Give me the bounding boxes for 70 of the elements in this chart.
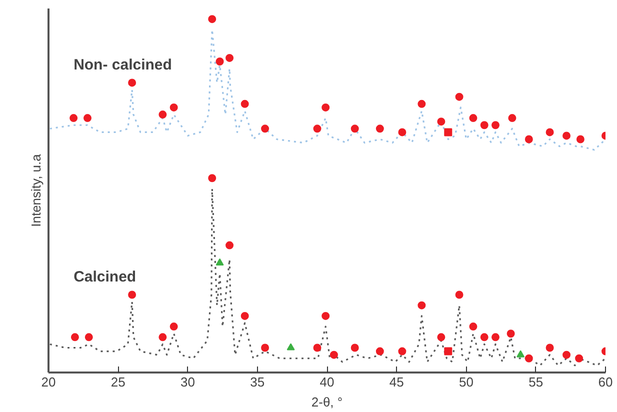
point	[70, 333, 79, 342]
point	[313, 344, 322, 352]
point	[286, 343, 295, 350]
point	[128, 78, 136, 87]
point	[240, 312, 249, 320]
point	[469, 322, 478, 331]
point	[216, 58, 224, 66]
series-label: Calcined	[74, 268, 136, 286]
x-tick-label: 30	[180, 374, 195, 390]
x-tick-label: 60	[598, 374, 613, 390]
x-tick-label: 55	[528, 374, 544, 390]
point	[480, 121, 488, 130]
point	[491, 333, 500, 342]
point	[70, 114, 78, 122]
point	[437, 118, 446, 126]
point	[508, 114, 516, 122]
point	[226, 54, 234, 62]
series-label: Non- calcined	[74, 56, 172, 74]
point	[261, 344, 270, 352]
point	[83, 114, 92, 122]
y-axis-title: Intensity, u.a	[28, 153, 44, 227]
point	[84, 333, 93, 342]
point	[576, 135, 584, 144]
x-tick-label: 50	[459, 374, 474, 390]
point	[524, 354, 533, 362]
point	[480, 333, 488, 342]
point	[330, 350, 338, 359]
point	[350, 124, 359, 133]
point	[158, 110, 167, 119]
point	[128, 290, 136, 299]
point	[398, 347, 406, 356]
point	[261, 124, 270, 133]
x-tick-label: 45	[389, 374, 404, 390]
point	[208, 174, 216, 182]
point	[170, 103, 178, 112]
x-axis-title: 2-θ, °	[311, 394, 343, 410]
point	[491, 121, 500, 130]
point	[226, 241, 234, 250]
x-tick-label: 25	[110, 374, 126, 390]
point	[444, 128, 452, 136]
point	[170, 322, 178, 331]
point	[376, 347, 384, 356]
point	[575, 354, 584, 362]
point	[376, 124, 384, 133]
point	[418, 100, 426, 108]
point	[322, 312, 330, 320]
point	[546, 344, 554, 352]
point	[455, 92, 464, 101]
point	[516, 350, 525, 358]
x-tick-label: 20	[41, 374, 56, 390]
point	[322, 103, 330, 112]
point	[455, 290, 464, 299]
point	[418, 301, 426, 310]
point	[398, 128, 406, 136]
point	[524, 135, 533, 144]
point	[208, 15, 216, 24]
point	[350, 344, 359, 352]
point	[546, 128, 554, 136]
point	[444, 347, 452, 356]
point	[562, 132, 571, 140]
point	[158, 333, 167, 342]
point	[313, 124, 322, 133]
x-tick-label: 35	[250, 374, 265, 390]
point	[240, 100, 249, 108]
point	[506, 330, 515, 338]
x-tick-label: 40	[320, 374, 334, 390]
point	[562, 350, 571, 359]
point	[469, 114, 478, 122]
point	[216, 258, 224, 266]
point	[437, 333, 446, 342]
